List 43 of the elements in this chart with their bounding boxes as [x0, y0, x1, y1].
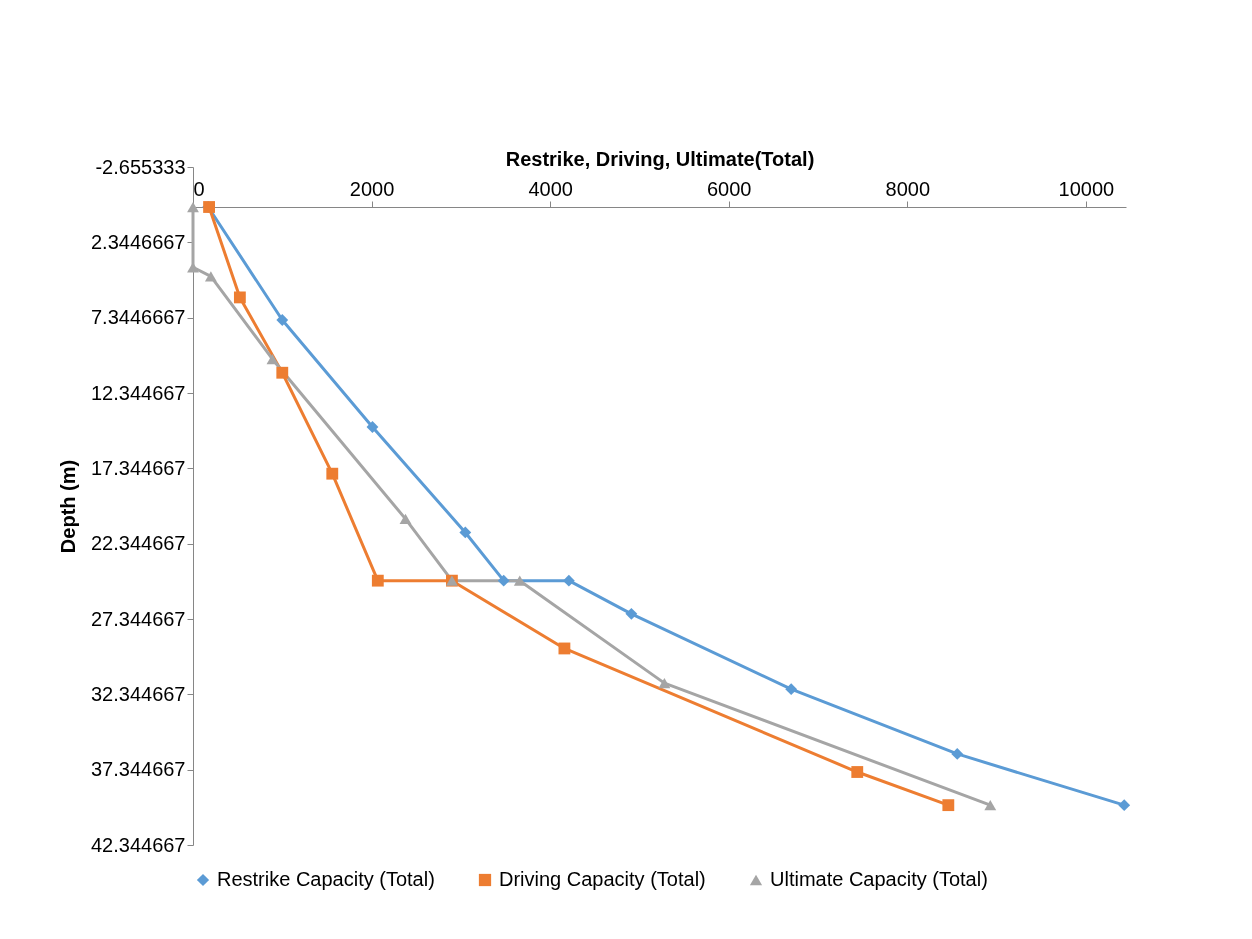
x-tick-label: 0 — [193, 177, 205, 200]
point — [1118, 799, 1131, 812]
point — [459, 526, 472, 539]
y-tick-label: -2.655333 — [95, 155, 186, 178]
x-tick-label: 4000 — [528, 177, 573, 200]
legend-label: Driving Capacity (Total) — [499, 868, 706, 890]
point — [399, 513, 412, 525]
point — [785, 683, 798, 696]
y-tick-label: 22.344667 — [90, 532, 186, 555]
point — [625, 607, 638, 620]
point — [233, 291, 246, 304]
y-tick-label: 17.344667 — [90, 456, 186, 479]
point — [942, 799, 955, 812]
y-tick-label: 42.344667 — [90, 833, 186, 856]
y-axis-title: Depth (m) — [56, 459, 79, 554]
y-tick-label: 12.344667 — [90, 381, 186, 404]
point — [558, 642, 571, 655]
point — [326, 467, 339, 480]
point — [187, 201, 199, 213]
point — [984, 800, 997, 811]
point — [204, 271, 217, 282]
point — [276, 366, 289, 379]
legend-label: Restrike Capacity (Total) — [217, 868, 435, 890]
x-axis-title: Restrike, Driving, Ultimate(Total) — [505, 147, 815, 170]
y-tick-label: 2.3446667 — [90, 230, 186, 253]
y-tick-label: 32.344667 — [90, 682, 186, 705]
point — [658, 677, 671, 689]
point — [276, 314, 289, 326]
point — [513, 575, 526, 586]
x-tick-label: 8000 — [885, 177, 931, 200]
x-tick-label: 6000 — [706, 177, 752, 200]
point — [366, 421, 379, 433]
y-tick-label: 7.3446667 — [90, 306, 186, 329]
legend-label: Ultimate Capacity (Total) — [770, 868, 988, 890]
x-tick-label: 10000 — [1058, 177, 1115, 200]
point — [951, 748, 964, 760]
point — [851, 766, 864, 778]
point — [266, 354, 279, 365]
y-tick-label: 37.344667 — [90, 758, 186, 781]
point — [371, 574, 384, 587]
point — [497, 574, 510, 587]
y-tick-label: 27.344667 — [90, 607, 186, 630]
x-tick-label: 2000 — [349, 177, 395, 200]
